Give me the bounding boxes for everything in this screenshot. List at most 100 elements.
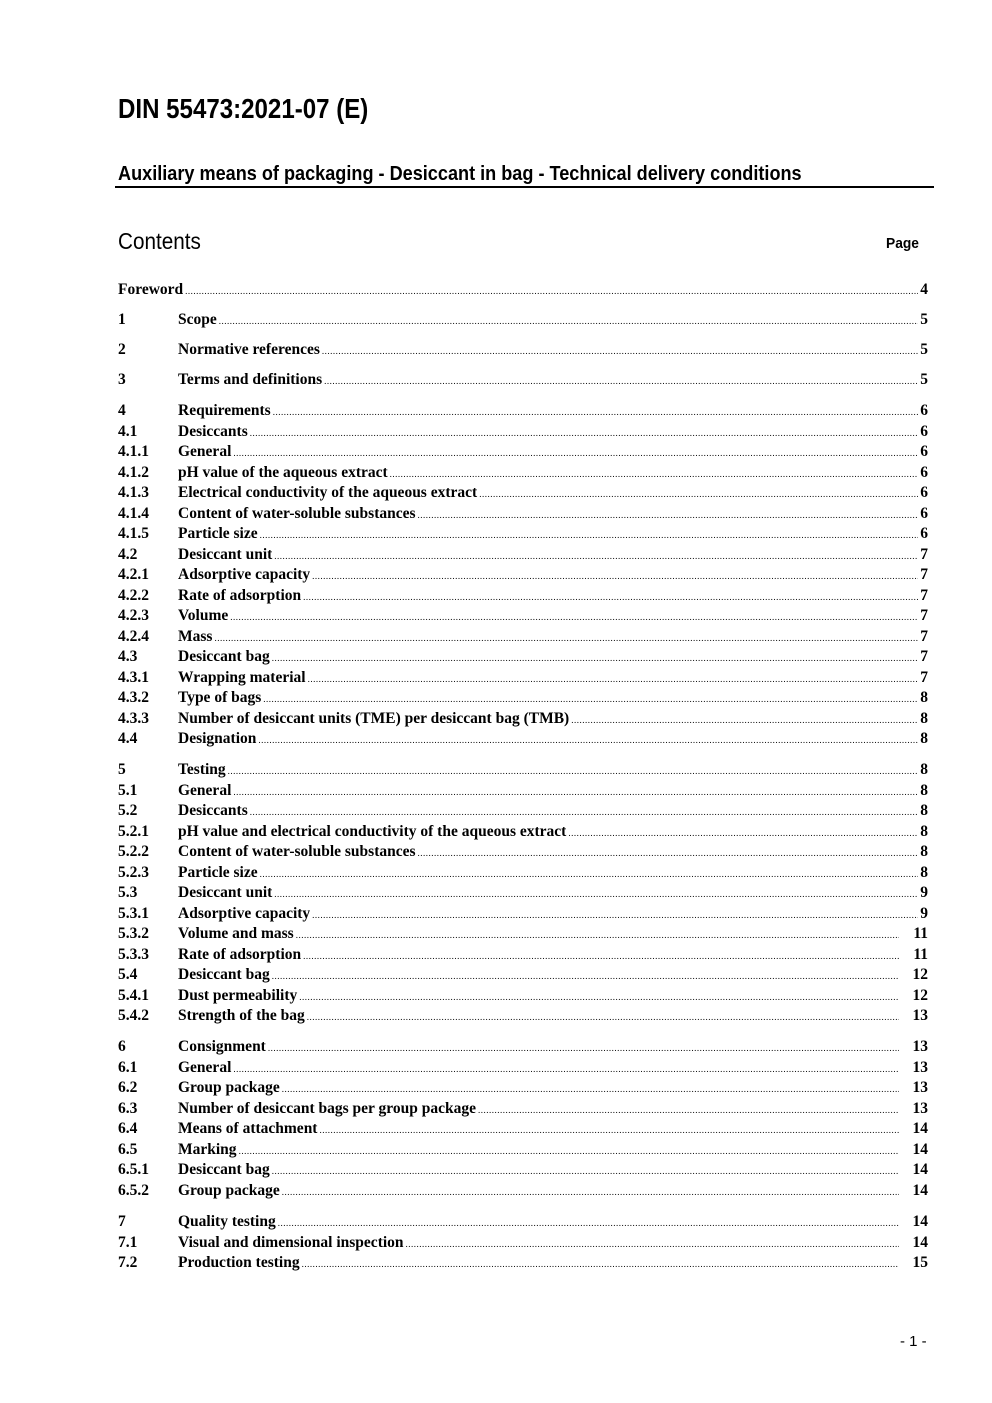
toc-entry[interactable]: 6.1 General..............................…	[118, 1058, 928, 1078]
toc-page-number: 13	[912, 1058, 929, 1076]
toc-entry[interactable]: 4 Requirements...........................…	[118, 401, 928, 421]
dot-leader: ........................................…	[405, 1238, 899, 1249]
toc-entry[interactable]: 5 Testing................................…	[118, 760, 928, 780]
toc-entry[interactable]: 5.2 Desiccants...........................…	[118, 801, 928, 821]
toc-page-number: 7	[920, 627, 928, 645]
toc-entry[interactable]: 4.1.1 General............................…	[118, 442, 928, 462]
toc-entry[interactable]: 6.2 Group package........................…	[118, 1078, 928, 1098]
dot-leader: ........................................…	[271, 1166, 899, 1176]
dot-leader: ........................................…	[249, 807, 918, 817]
toc-entry[interactable]: 4.2.1 Adsorptive capacity................…	[118, 565, 928, 585]
toc-title: Foreword	[118, 281, 184, 298]
toc-entry[interactable]: 5.3 Desiccant unit.......................…	[118, 883, 928, 903]
toc-section-number: 3	[118, 371, 126, 388]
toc-title: Electrical conductivity of the aqueous e…	[178, 484, 478, 501]
dot-leader: ........................................…	[281, 1186, 899, 1197]
toc-entry[interactable]: 4.1.2 pH value of the aqueous extract....…	[118, 463, 928, 483]
toc-section-number: 4.2.1	[118, 566, 149, 583]
toc-title: Group package	[178, 1079, 280, 1096]
toc-section-number: 5.3	[118, 884, 138, 901]
dot-leader: ........................................…	[259, 530, 918, 540]
toc-entry[interactable]: 5.3.3 Rate of adsorption.................…	[118, 945, 928, 965]
toc-entry[interactable]: 6.5.2 Group package......................…	[118, 1181, 928, 1201]
dot-leader: ........................................…	[230, 612, 918, 622]
toc-entry[interactable]: 4.3.3 Number of desiccant units (TME) per…	[118, 709, 928, 729]
toc-entry[interactable]: 4.2.3 Volume.............................…	[118, 606, 928, 626]
toc-title: Desiccant unit	[178, 545, 273, 563]
dot-leader: ........................................…	[312, 571, 918, 581]
toc-section-number: 4.3.2	[118, 689, 149, 706]
toc-page-number: 6	[920, 422, 928, 440]
toc-section-number: 5.2.3	[118, 863, 149, 881]
toc-entry[interactable]: 4.1.3 Electrical conductivity of the aque…	[118, 483, 928, 503]
toc-section-number: 4.1.4	[118, 504, 149, 522]
toc-page-number: 8	[920, 781, 928, 799]
toc-entry[interactable]: Foreword................................…	[118, 280, 928, 300]
toc-entry[interactable]: 4.3.1 Wrapping material..................…	[118, 668, 928, 688]
toc-title: Desiccant bag	[178, 966, 270, 983]
toc-entry[interactable]: 4.3 Desiccant bag........................…	[118, 647, 928, 667]
toc-page-number: 8	[920, 689, 928, 706]
toc-entry[interactable]: 5.2.3 Particle size......................…	[118, 863, 928, 883]
dot-leader: ........................................…	[281, 1084, 899, 1094]
toc-entry[interactable]: 6 Consignment............................…	[118, 1037, 928, 1057]
dot-leader: ........................................…	[271, 653, 918, 663]
toc-page-number: 14	[912, 1213, 929, 1230]
toc-entry[interactable]: 6.5 Marking..............................…	[118, 1140, 928, 1160]
toc-entry[interactable]: 4.3.2 Type of bags.......................…	[118, 688, 928, 708]
toc-entry[interactable]: 7 Quality testing........................…	[118, 1212, 928, 1232]
toc-entry[interactable]: 4.2.2 Rate of adsorption.................…	[118, 586, 928, 606]
toc-entry[interactable]: 2 Normative references...................…	[118, 340, 928, 360]
dot-leader: ........................................…	[417, 848, 918, 858]
toc-page-number: 6	[920, 443, 928, 460]
toc-page-number: 7	[920, 566, 928, 583]
toc-entry[interactable]: 5.4 Desiccant bag........................…	[118, 965, 928, 985]
toc-entry[interactable]: 3 Terms and definitions..................…	[118, 370, 928, 390]
toc-entry[interactable]: 6.3 Number of desiccant bags per group pa…	[118, 1099, 928, 1119]
toc-entry[interactable]: 5.1 General..............................…	[118, 781, 928, 801]
toc-entry[interactable]: 4.4 Designation..........................…	[118, 729, 928, 749]
toc-section-number: 4.2.3	[118, 607, 149, 624]
toc-entry[interactable]: 4.2 Desiccant unit.......................…	[118, 545, 928, 565]
toc-entry[interactable]: 4.2.4 Mass...............................…	[118, 627, 928, 647]
toc-title: Particle size	[178, 525, 258, 542]
toc-entry[interactable]: 6.4 Means of attachment..................…	[118, 1119, 928, 1139]
dot-leader: ........................................…	[272, 407, 918, 417]
dot-leader: ........................................…	[258, 735, 918, 745]
toc-entry[interactable]: 5.2.1 pH value and electrical conductivit…	[118, 822, 928, 842]
toc-section-number: 7.1	[118, 1233, 138, 1251]
toc-entry[interactable]: 5.3.2 Volume and mass....................…	[118, 924, 928, 944]
toc-entry[interactable]: 5.3.1 Adsorptive capacity................…	[118, 904, 928, 924]
toc-title: Mass	[178, 627, 213, 645]
toc-page-number: 6	[920, 402, 928, 419]
toc-page-number: 8	[920, 730, 928, 747]
dot-leader: ........................................…	[303, 591, 918, 602]
toc-page-number: 9	[920, 904, 928, 922]
toc-entry[interactable]: 7.1 Visual and dimensional inspection....…	[118, 1233, 928, 1253]
toc-entry[interactable]: 1 Scope..................................…	[118, 310, 928, 330]
toc-entry[interactable]: 5.2.2 Content of water-soluble substances…	[118, 842, 928, 862]
toc-entry[interactable]: 4.1.5 Particle size......................…	[118, 524, 928, 544]
toc-section-number: 2	[118, 341, 126, 358]
toc-entry[interactable]: 6.5.1 Desiccant bag......................…	[118, 1160, 928, 1180]
toc-section-number: 5.1	[118, 781, 138, 799]
toc-page-number: 8	[920, 709, 928, 727]
toc-section-number: 4.3	[118, 648, 138, 665]
toc-entry[interactable]: 4.1 Desiccants...........................…	[118, 422, 928, 442]
dot-leader: ........................................…	[185, 286, 918, 296]
dot-leader: ........................................…	[233, 1063, 898, 1074]
toc-title: Wrapping material	[178, 668, 306, 686]
toc-title: Consignment	[178, 1038, 266, 1055]
toc-section-number: 6.3	[118, 1099, 138, 1117]
toc-entry[interactable]: 7.2 Production testing...................…	[118, 1253, 928, 1273]
dot-leader: ........................................…	[301, 1259, 899, 1269]
toc-title: Content of water-soluble substances	[178, 843, 416, 860]
toc-title: Desiccants	[178, 802, 248, 819]
toc-section-number: 6.5.1	[118, 1161, 149, 1178]
toc-title: Testing	[178, 761, 226, 778]
title-divider	[115, 186, 934, 188]
toc-entry[interactable]: 4.1.4 Content of water-soluble substances…	[118, 504, 928, 524]
toc-section-number: 4.3.3	[118, 709, 149, 727]
toc-entry[interactable]: 5.4.2 Strength of the bag................…	[118, 1006, 928, 1026]
toc-entry[interactable]: 5.4.1 Dust permeability..................…	[118, 986, 928, 1006]
